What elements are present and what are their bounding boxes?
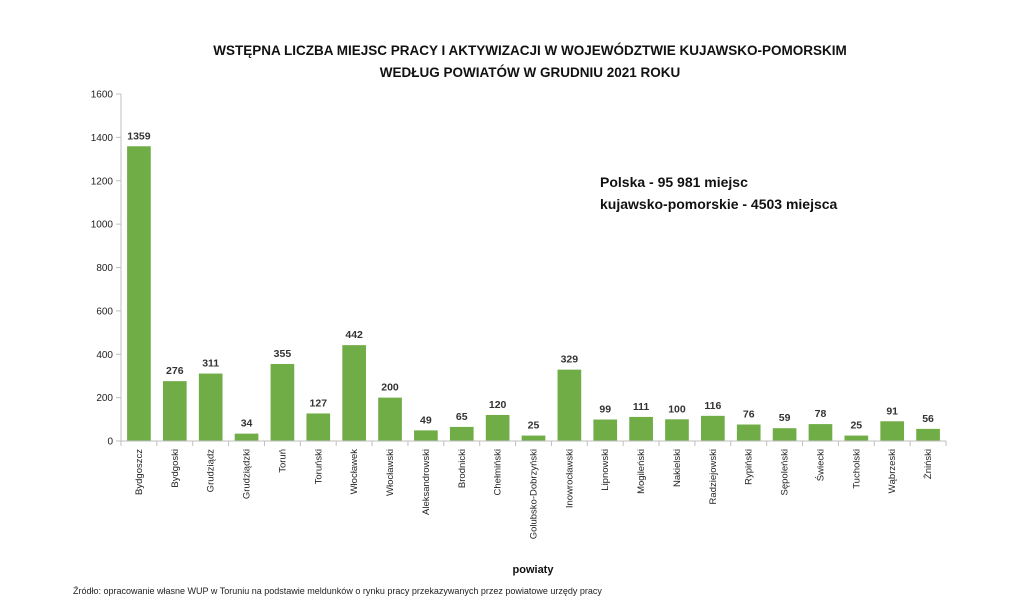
data-label: 25 xyxy=(850,420,862,432)
bar-2 xyxy=(198,373,223,441)
x-axis-label: powiaty xyxy=(513,564,555,576)
x-tick-label: Żniński xyxy=(923,449,934,479)
data-label: 99 xyxy=(599,404,611,416)
bar-13 xyxy=(593,419,618,441)
x-tick-label: Sępoleński xyxy=(780,449,791,495)
bar-0 xyxy=(127,146,151,441)
bar-12 xyxy=(557,369,582,441)
y-tick-label: 600 xyxy=(96,306,113,317)
data-labels: 1359 276 311 34 355 127 442 200 49 65 120 25 329 99 11… xyxy=(127,130,934,431)
x-tick-label: Grudziądz xyxy=(206,449,217,493)
x-tick-label: Rypiński xyxy=(744,449,755,485)
data-label: 442 xyxy=(345,329,363,341)
bars xyxy=(127,146,940,441)
data-label: 120 xyxy=(489,399,507,411)
y-axis: 0 200 400 600 800 1000 1200 1400 1600 xyxy=(91,90,122,448)
bar-1 xyxy=(162,381,187,441)
data-label: 127 xyxy=(310,397,328,409)
bar-14 xyxy=(629,416,653,441)
x-tick-label: Tucholski xyxy=(851,449,862,489)
x-tick-label: Nakielski xyxy=(672,449,683,487)
data-label: 34 xyxy=(241,418,253,430)
data-label: 116 xyxy=(704,400,721,412)
x-tick-label: Chełmiński xyxy=(493,449,504,495)
x-tick-label: Bydgoszcz xyxy=(134,449,145,495)
y-tick-label: 400 xyxy=(96,350,113,361)
bar-20 xyxy=(844,435,869,441)
data-label: 355 xyxy=(274,348,292,360)
data-label: 200 xyxy=(381,382,399,394)
annotation-region: kujawsko-pomorskie - 4503 miejsca xyxy=(600,196,838,212)
data-label: 78 xyxy=(815,408,827,420)
bar-8 xyxy=(414,430,438,441)
x-tick-label: Inowrocławski xyxy=(564,449,575,508)
bar-3 xyxy=(234,433,259,441)
bar-9 xyxy=(449,426,474,441)
x-tick-label: Golubsko-Dobrzyński xyxy=(529,449,540,539)
bar-11 xyxy=(521,435,546,441)
data-label: 1359 xyxy=(127,130,151,142)
x-tick-label: Mogileński xyxy=(636,449,647,494)
chart-title-line-1: WSTĘPNA LICZBA MIEJSC PRACY I AKTYWIZACJ… xyxy=(213,43,847,58)
bar-16 xyxy=(701,415,725,441)
bar-17 xyxy=(736,424,761,441)
bar-21 xyxy=(880,421,905,441)
data-label: 25 xyxy=(528,420,540,432)
bar-18 xyxy=(772,428,797,441)
bar-4 xyxy=(270,364,295,441)
data-label: 111 xyxy=(633,401,650,413)
data-label: 65 xyxy=(456,411,468,423)
bar-22 xyxy=(916,428,940,441)
data-label: 311 xyxy=(202,358,219,370)
x-axis: Bydgoszcz Bydgoski Grudziądz Grudziądzki Tor… xyxy=(120,440,947,539)
bar-5 xyxy=(306,413,331,441)
y-tick-label: 1600 xyxy=(91,90,114,101)
data-label: 276 xyxy=(166,365,184,377)
bar-15 xyxy=(665,419,689,441)
x-tick-label: Lipnowski xyxy=(600,449,611,491)
x-tick-label: Aleksandrowski xyxy=(421,449,432,515)
bar-7 xyxy=(378,397,402,441)
data-label: 76 xyxy=(743,409,755,421)
data-label: 329 xyxy=(561,354,579,366)
annotation-polska: Polska - 95 981 miejsc xyxy=(600,174,748,190)
data-label: 49 xyxy=(420,414,432,426)
x-tick-label: Radziejowski xyxy=(708,449,719,504)
data-label: 100 xyxy=(668,403,686,415)
chart-title-line-2: WEDŁUG POWIATÓW W GRUDNIU 2021 ROKU xyxy=(380,65,681,80)
x-tick-label: Grudziądzki xyxy=(242,449,253,499)
data-label: 91 xyxy=(886,405,898,417)
y-tick-label: 1400 xyxy=(91,133,114,144)
y-tick-label: 200 xyxy=(96,393,113,404)
x-tick-label: Bydgoski xyxy=(170,449,181,488)
x-tick-label: Wąbrzeski xyxy=(887,449,898,493)
source-note: Źródło: opracowanie własne WUP w Toruniu… xyxy=(73,586,602,596)
bar-6 xyxy=(342,345,366,441)
bar-19 xyxy=(808,424,833,441)
x-tick-label: Toruń xyxy=(277,449,288,473)
x-tick-label: Toruński xyxy=(313,449,324,484)
bar-10 xyxy=(485,414,510,441)
y-tick-label: 1000 xyxy=(91,220,114,231)
y-tick-label: 0 xyxy=(107,437,113,448)
y-tick-label: 1200 xyxy=(91,176,114,187)
x-tick-label: Brodnicki xyxy=(457,449,468,488)
x-tick-label: Włocławski xyxy=(385,449,396,496)
x-tick-label: Świecki xyxy=(814,449,826,481)
data-label: 56 xyxy=(922,413,934,425)
x-tick-label: Włocławek xyxy=(349,449,360,495)
data-label: 59 xyxy=(779,412,791,424)
y-tick-label: 800 xyxy=(96,263,113,274)
